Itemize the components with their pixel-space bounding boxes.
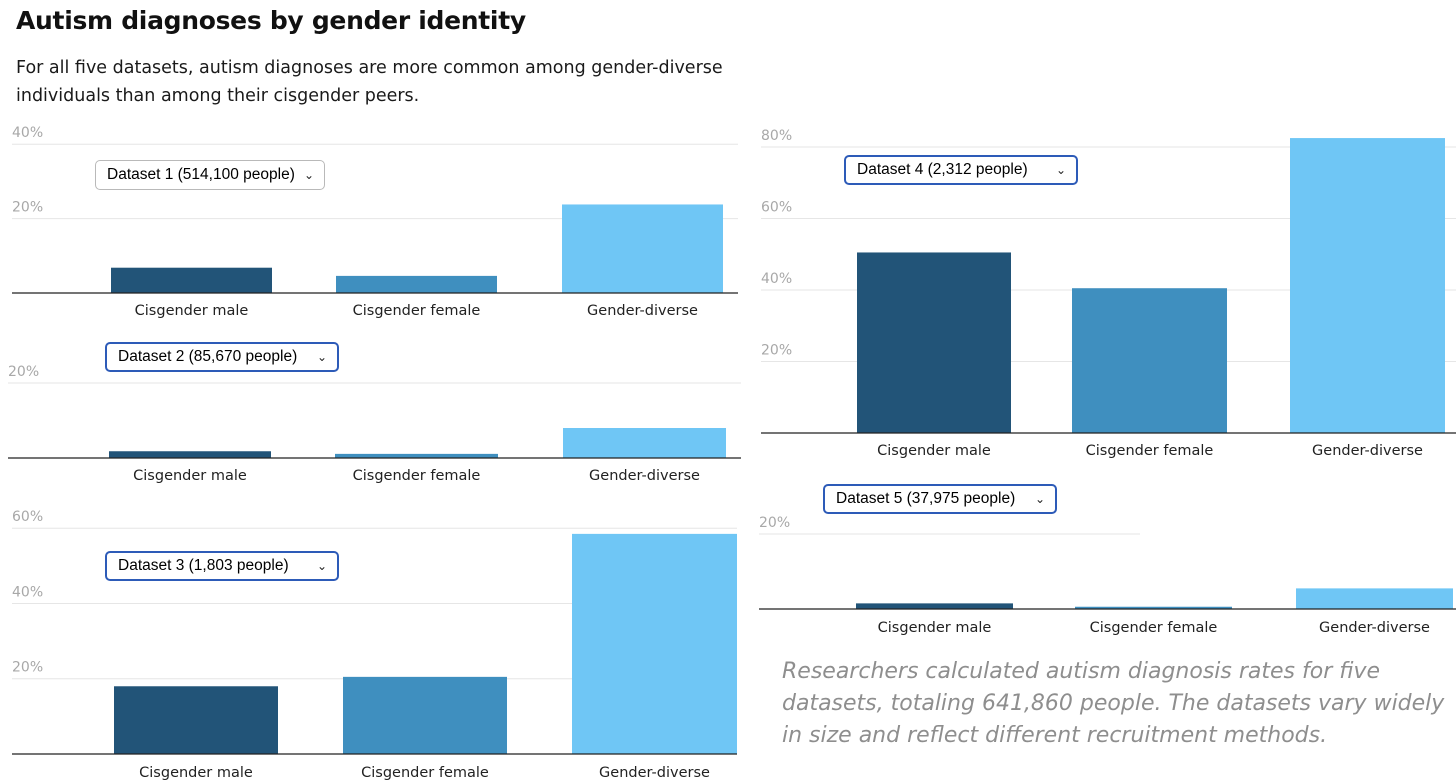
- y-tick-label: 60%: [12, 509, 43, 525]
- dataset-1-select[interactable]: Dataset 1 (514,100 people) ⌄: [95, 160, 325, 190]
- dataset-3-select[interactable]: Dataset 3 (1,803 people) ⌄: [105, 551, 339, 581]
- bar-cisgender-female[interactable]: [343, 676, 507, 754]
- x-category-label: Gender-diverse: [599, 765, 710, 781]
- page-subtitle: For all five datasets, autism diagnoses …: [16, 58, 723, 106]
- bar-cisgender-female[interactable]: [335, 453, 498, 458]
- chevron-down-icon: ⌄: [316, 559, 327, 573]
- x-category-label: Cisgender female: [1090, 620, 1218, 636]
- methodology-note: Researchers calculated autism diagnosis …: [782, 659, 1445, 748]
- chevron-down-icon: ⌄: [1034, 492, 1045, 506]
- chart-dataset-1: 20% 40% Cisgender male Cisgender female Gend…: [12, 125, 738, 319]
- x-category-label: Cisgender female: [361, 765, 489, 781]
- y-tick-label: 20%: [759, 515, 790, 531]
- chart-dataset-5: 20% Cisgender male Cisgender female Gender-…: [759, 515, 1456, 636]
- bar-gender-diverse[interactable]: [563, 428, 726, 458]
- y-tick-label: 20%: [12, 660, 43, 676]
- bar-gender-diverse[interactable]: [1290, 138, 1445, 433]
- dataset-1-select-value: Dataset 1 (514,100 people): [107, 166, 295, 183]
- chart-dataset-4: 20% 40% 60% 80% Cisgender male Cisgender fema…: [761, 128, 1456, 459]
- y-tick-label: 80%: [761, 128, 792, 144]
- x-category-label: Gender-diverse: [587, 303, 698, 319]
- bar-gender-diverse[interactable]: [572, 533, 737, 754]
- bar-cisgender-male[interactable]: [856, 603, 1013, 609]
- bar-gender-diverse[interactable]: [1296, 588, 1453, 609]
- chevron-down-icon: ⌄: [303, 168, 314, 182]
- y-tick-label: 20%: [761, 343, 792, 359]
- y-tick-label: 20%: [12, 200, 43, 216]
- y-tick-label: 40%: [12, 584, 43, 600]
- dataset-3-select-value: Dataset 3 (1,803 people): [118, 557, 289, 574]
- x-category-label: Gender-diverse: [1312, 443, 1423, 459]
- chart-dataset-3: 20% 40% 60% Cisgender male Cisgender female G…: [12, 509, 737, 781]
- x-category-label: Cisgender male: [135, 303, 249, 319]
- chevron-down-icon: ⌄: [1055, 163, 1066, 177]
- chevron-down-icon: ⌄: [316, 350, 327, 364]
- bar-cisgender-female[interactable]: [1075, 606, 1232, 609]
- y-tick-label: 20%: [8, 364, 39, 380]
- dataset-4-select[interactable]: Dataset 4 (2,312 people) ⌄: [844, 155, 1078, 185]
- x-category-label: Gender-diverse: [1319, 620, 1430, 636]
- page-title: Autism diagnoses by gender identity: [16, 6, 526, 35]
- bar-cisgender-male[interactable]: [114, 686, 278, 754]
- bar-cisgender-male[interactable]: [109, 451, 271, 458]
- dataset-2-select-value: Dataset 2 (85,670 people): [118, 348, 298, 365]
- x-category-label: Cisgender male: [139, 765, 253, 781]
- y-tick-label: 40%: [12, 125, 43, 141]
- bar-cisgender-male[interactable]: [857, 252, 1011, 433]
- x-category-label: Cisgender male: [878, 620, 992, 636]
- y-tick-label: 60%: [761, 200, 792, 216]
- y-tick-label: 40%: [761, 271, 792, 287]
- x-category-label: Cisgender female: [353, 468, 481, 484]
- dataset-2-select[interactable]: Dataset 2 (85,670 people) ⌄: [105, 342, 339, 372]
- dataset-5-select-value: Dataset 5 (37,975 people): [836, 490, 1016, 507]
- chart-dataset-2: 20% Cisgender male Cisgender female Gender-…: [8, 364, 741, 484]
- dataset-4-select-value: Dataset 4 (2,312 people): [857, 161, 1028, 178]
- x-category-label: Cisgender male: [133, 468, 247, 484]
- x-category-label: Gender-diverse: [589, 468, 700, 484]
- dataset-5-select[interactable]: Dataset 5 (37,975 people) ⌄: [823, 484, 1057, 514]
- x-category-label: Cisgender male: [877, 443, 991, 459]
- bar-cisgender-female[interactable]: [336, 275, 497, 293]
- bar-gender-diverse[interactable]: [562, 204, 723, 293]
- x-category-label: Cisgender female: [353, 303, 481, 319]
- x-category-label: Cisgender female: [1086, 443, 1214, 459]
- bar-cisgender-male[interactable]: [111, 267, 272, 293]
- bar-cisgender-female[interactable]: [1072, 288, 1227, 433]
